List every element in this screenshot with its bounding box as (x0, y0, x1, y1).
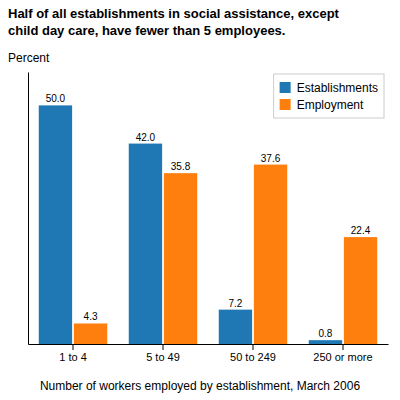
bar (164, 173, 197, 344)
legend-label: Establishments (297, 81, 378, 95)
title-group: Half of all establishments in social ass… (8, 6, 340, 38)
data-label: 4.3 (84, 311, 98, 322)
x-tick-label: 1 to 4 (59, 351, 87, 363)
x-tick-label: 250 or more (313, 351, 372, 363)
bar-series (74, 165, 377, 344)
legend: Establishments Employment (274, 74, 384, 118)
bar (219, 310, 252, 344)
bar (74, 323, 107, 344)
x-axis-label: Number of workers employed by establishm… (40, 379, 360, 393)
x-tick-label: 5 to 49 (146, 351, 180, 363)
data-label: 37.6 (261, 153, 281, 164)
plot-area (39, 105, 377, 344)
legend-label: Employment (297, 98, 364, 112)
x-tick-mark (253, 344, 254, 350)
x-tick-label: 50 to 249 (230, 351, 276, 363)
x-tick-mark (73, 344, 74, 350)
chart-container: Half of all establishments in social ass… (0, 0, 400, 400)
bar (129, 144, 162, 344)
data-label: 0.8 (318, 328, 332, 339)
x-tick: 250 or more (313, 344, 372, 363)
bar (254, 165, 287, 344)
legend-box (274, 74, 384, 118)
data-label: 7.2 (228, 298, 242, 309)
title: child day care, have fewer than 5 employ… (8, 23, 285, 38)
x-tick: 5 to 49 (146, 344, 180, 363)
bar-series (39, 105, 342, 344)
x-axis-line (29, 344, 389, 345)
title: Half of all establishments in social ass… (8, 6, 340, 21)
data-label: 22.4 (351, 225, 371, 236)
bar (344, 237, 377, 344)
data-label: 42.0 (136, 132, 156, 143)
y-axis (28, 73, 29, 345)
x-axis: 1 to 4 5 to 49 50 to 249 250 or more (29, 344, 389, 363)
bar (309, 340, 342, 344)
data-labels: 50.0 42.0 7.2 0.8 4.3 35.8 37.6 22.4 (46, 93, 371, 339)
data-label: 35.8 (171, 161, 191, 172)
x-tick-mark (343, 344, 344, 350)
legend-swatch (280, 82, 291, 93)
x-tick-mark (163, 344, 164, 350)
x-tick: 50 to 249 (230, 344, 276, 363)
bar (39, 105, 72, 344)
x-tick: 1 to 4 (59, 344, 87, 363)
y-axis-line (28, 73, 29, 345)
chart-svg: Half of all establishments in social ass… (0, 0, 400, 400)
data-label: 50.0 (46, 93, 66, 104)
legend-swatch (280, 99, 291, 110)
y-axis-label: Percent (8, 51, 50, 65)
